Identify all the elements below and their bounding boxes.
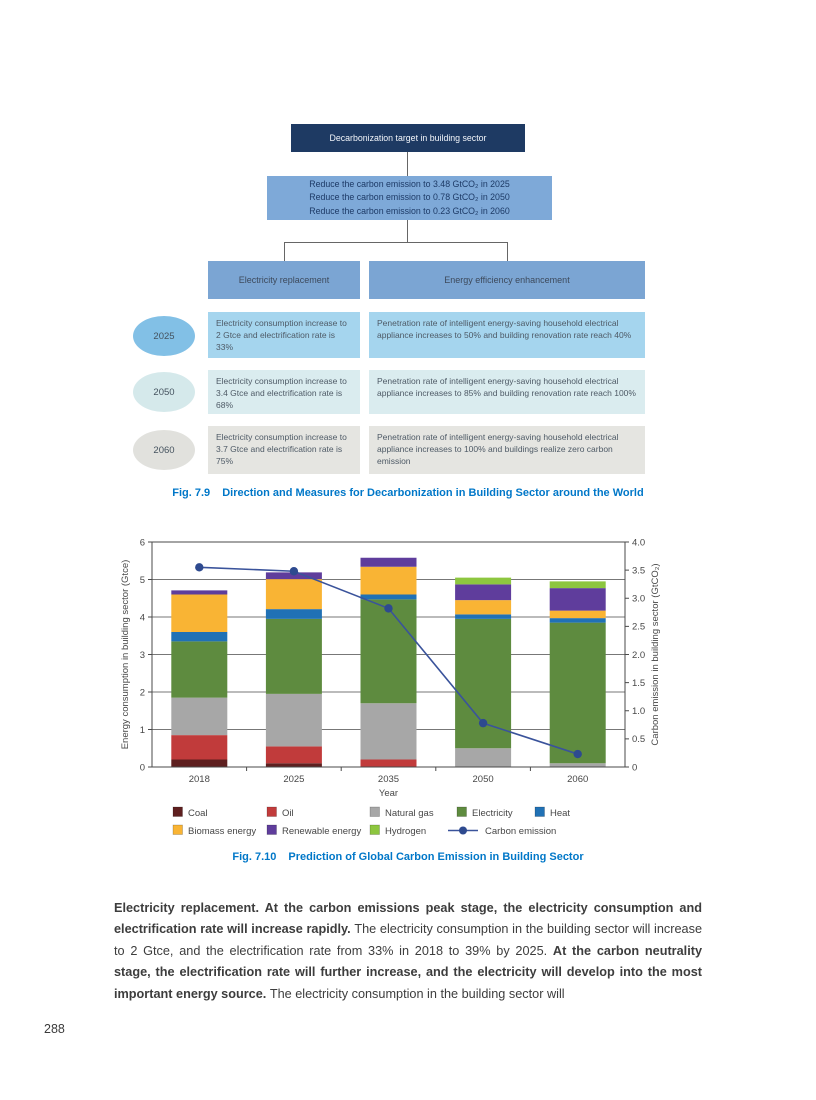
measure-electricity-2050: Electricity consumption increase to 3.4 … — [208, 370, 360, 414]
svg-text:Year: Year — [379, 788, 398, 799]
svg-text:Energy consumption in building: Energy consumption in building sector (G… — [120, 560, 131, 750]
fig-7-9-caption: Fig. 7.9 Direction and Measures for Decar… — [114, 487, 702, 499]
svg-text:Natural gas: Natural gas — [385, 808, 434, 819]
carbon-emission-line — [195, 563, 582, 759]
measure-efficiency-2025: Penetration rate of intelligent energy-s… — [369, 312, 645, 358]
svg-text:1.5: 1.5 — [632, 678, 645, 689]
connector-line — [284, 242, 508, 243]
paragraph-bold-segment: Electricity replacement. At the carbon e… — [114, 900, 702, 937]
svg-text:0: 0 — [632, 762, 637, 773]
svg-text:0.5: 0.5 — [632, 734, 645, 745]
svg-text:1.0: 1.0 — [632, 706, 645, 717]
svg-text:2.5: 2.5 — [632, 622, 645, 633]
paragraph-segment: The electricity consumption in the build… — [114, 922, 702, 958]
svg-text:Biomass energy: Biomass energy — [188, 826, 256, 837]
branch-energy-efficiency: Energy efficiency enhancement — [369, 261, 645, 299]
svg-text:Electricity: Electricity — [472, 808, 513, 819]
svg-text:6: 6 — [140, 537, 145, 548]
fig-7-10-caption: Fig. 7.10 Prediction of Global Carbon Emi… — [114, 851, 702, 863]
measure-efficiency-2050: Penetration rate of intelligent energy-s… — [369, 370, 645, 414]
svg-text:2060: 2060 — [567, 774, 588, 785]
axes: 0 1 2 3 4 5 6 0 0.5 1.0 1.5 2.0 2.5 3.0 3.5 4.0 2018 2025… — [120, 537, 661, 799]
paragraph-bold-segment: At the carbon neutrality stage, the elec… — [114, 943, 702, 1002]
flowchart-root-box: Decarbonization target in building secto… — [291, 124, 525, 152]
fig-7-9-title: Direction and Measures for Decarbonizati… — [222, 487, 644, 499]
svg-text:3.0: 3.0 — [632, 594, 645, 605]
target-line-2025: Reduce the carbon emission to 3.48 GtCO₂… — [309, 178, 510, 189]
svg-text:1: 1 — [140, 725, 145, 736]
svg-text:2.0: 2.0 — [632, 650, 645, 661]
svg-text:Carbon emission: Carbon emission — [485, 826, 556, 837]
target-line-2060: Reduce the carbon emission to 0.23 GtCO₂… — [309, 205, 510, 216]
svg-text:3: 3 — [140, 650, 145, 661]
year-ellipse-2060: 2060 — [133, 430, 195, 470]
svg-text:Hydrogen: Hydrogen — [385, 826, 426, 837]
svg-text:2018: 2018 — [189, 774, 210, 785]
emission-targets-box: Reduce the carbon emission to 3.48 GtCO₂… — [267, 176, 552, 220]
svg-text:0: 0 — [140, 762, 145, 773]
year-ellipse-2050: 2050 — [133, 372, 195, 412]
svg-text:Renewable energy: Renewable energy — [282, 826, 361, 837]
measure-efficiency-2060: Penetration rate of intelligent energy-s… — [369, 426, 645, 474]
svg-text:2025: 2025 — [283, 774, 304, 785]
svg-text:2050: 2050 — [473, 774, 494, 785]
measure-electricity-2060: Electricity consumption increase to 3.7 … — [208, 426, 360, 474]
svg-text:Carbon emission in building se: Carbon emission in building sector (GtCO… — [650, 563, 661, 745]
svg-text:3.5: 3.5 — [632, 565, 645, 576]
svg-text:2: 2 — [140, 687, 145, 698]
year-ellipse-2025: 2025 — [133, 316, 195, 356]
chart-legend: Coal Oil Natural gas Electricity Heat Biomass… — [172, 806, 570, 837]
svg-text:Coal: Coal — [188, 808, 208, 819]
fig-7-10-title: Prediction of Global Carbon Emission in … — [288, 851, 584, 863]
measure-electricity-2025: Electricity consumption increase to 2 Gt… — [208, 312, 360, 358]
fig-7-10-label: Fig. 7.10 — [232, 851, 277, 863]
svg-text:5: 5 — [140, 575, 145, 586]
page-number: 288 — [44, 1022, 65, 1036]
bars-group — [171, 557, 606, 767]
branch-electricity-replacement: Electricity replacement — [208, 261, 360, 299]
connector-line — [507, 242, 508, 261]
svg-text:Oil: Oil — [282, 808, 294, 819]
paragraph-segment: The electricity consumption in the build… — [269, 987, 565, 1002]
fig-7-9-label: Fig. 7.9 — [172, 487, 211, 499]
svg-text:Heat: Heat — [550, 808, 570, 819]
body-paragraph: Electricity replacement. At the carbon e… — [114, 898, 702, 1006]
connector-line — [284, 242, 285, 261]
svg-text:2035: 2035 — [378, 774, 399, 785]
svg-text:4: 4 — [140, 612, 145, 623]
figure-7-10-chart: 0 1 2 3 4 5 6 0 0.5 1.0 1.5 2.0 2.5 3.0 3.5 4.0 2018 2025… — [120, 537, 661, 837]
svg-text:4.0: 4.0 — [632, 537, 645, 548]
connector-line — [407, 152, 408, 176]
target-line-2050: Reduce the carbon emission to 0.78 GtCO₂… — [309, 192, 510, 203]
connector-line — [407, 220, 408, 242]
